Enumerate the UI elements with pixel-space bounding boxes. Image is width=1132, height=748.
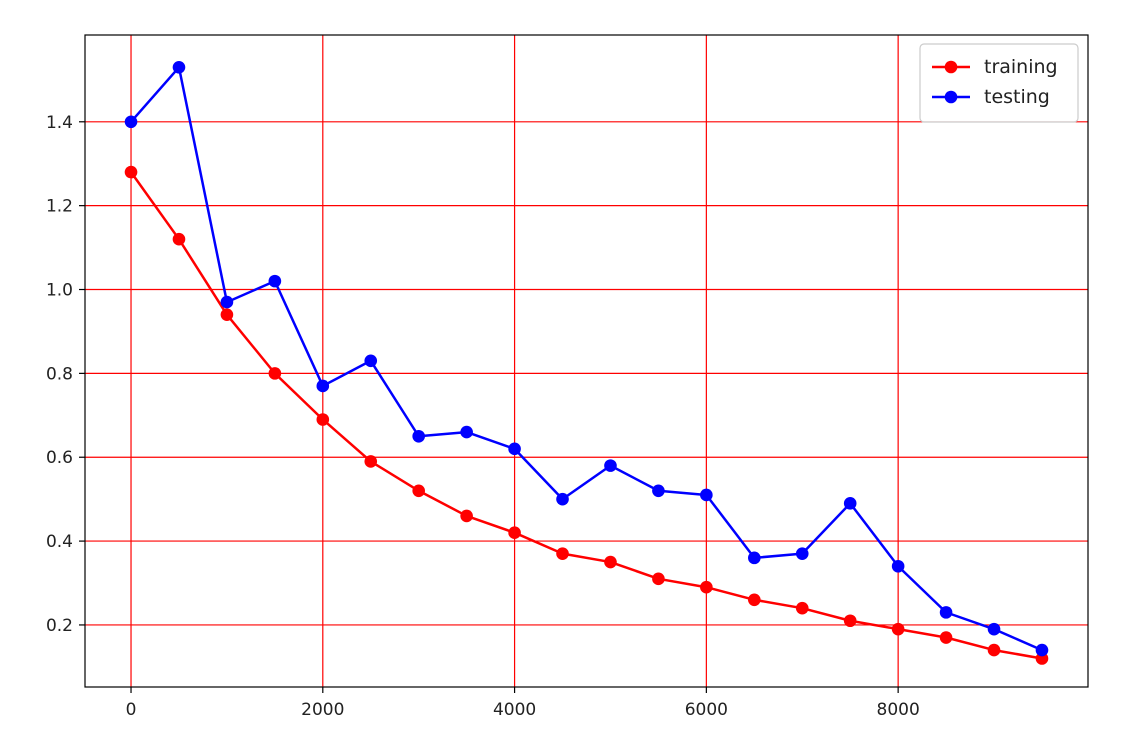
legend-marker: [944, 60, 958, 74]
series-line: [130, 66, 1043, 652]
legend-label: training: [984, 56, 1058, 78]
data-point: [652, 484, 665, 498]
data-point: [364, 354, 378, 368]
data-point: [700, 580, 713, 594]
plot-frame: [84, 34, 1089, 688]
data-point: [748, 551, 761, 565]
legend-item-training: training: [932, 56, 1058, 78]
y-tick-label: 0.8: [46, 364, 73, 384]
data-point: [460, 425, 473, 439]
legend-box: [919, 43, 1079, 123]
data-point: [316, 413, 330, 426]
data-point: [124, 165, 138, 179]
data-point: [316, 379, 330, 393]
data-point: [891, 559, 905, 573]
data-point: [604, 555, 617, 569]
data-point: [987, 622, 1001, 636]
data-point: [220, 308, 234, 321]
data-point: [268, 367, 282, 380]
data-point: [412, 429, 425, 443]
data-point: [508, 526, 521, 540]
grid: [85, 35, 1088, 687]
data-point: [843, 497, 857, 510]
data-point: [652, 572, 665, 586]
y-tick-label: 0.2: [46, 616, 73, 636]
data-point: [412, 484, 425, 498]
data-point: [172, 60, 186, 74]
x-tick-label: 2000: [301, 700, 344, 720]
data-point: [364, 455, 378, 468]
series-testing: [124, 60, 1049, 657]
y-tick-label: 1.0: [46, 281, 73, 301]
data-point: [508, 442, 521, 456]
data-point: [604, 459, 617, 472]
legend: training testing: [919, 43, 1079, 123]
legend-label: testing: [984, 86, 1050, 108]
y-tick-label: 0.6: [46, 448, 73, 468]
data-point: [795, 601, 809, 615]
data-point: [220, 295, 234, 309]
data-point: [556, 547, 569, 560]
data-point: [700, 488, 713, 502]
legend-item-testing: testing: [932, 86, 1050, 108]
series-group: [124, 60, 1049, 665]
data-point: [556, 492, 569, 506]
y-tick-label: 1.2: [46, 197, 73, 217]
series-line: [130, 171, 1043, 660]
data-point: [891, 622, 905, 636]
data-point: [124, 115, 138, 129]
x-tick-label: 8000: [877, 700, 920, 720]
data-point: [843, 614, 857, 628]
series-training: [124, 165, 1049, 665]
data-point: [748, 593, 761, 607]
data-point: [795, 547, 809, 560]
data-point: [939, 606, 953, 619]
data-point: [1035, 643, 1049, 657]
legend-marker: [944, 90, 958, 104]
data-point: [939, 631, 953, 644]
data-point: [268, 274, 282, 288]
data-point: [987, 643, 1001, 657]
y-tick-label: 0.4: [46, 532, 73, 552]
y-tick-label: 1.4: [46, 113, 73, 133]
x-tick-label: 0: [126, 700, 137, 720]
x-tick-label: 4000: [493, 700, 536, 720]
data-point: [172, 232, 186, 246]
data-point: [460, 509, 473, 523]
axis-ticks: 0 2000 4000 6000 8000 0.2 0.4 0.6 0.8 1.0 1.2 1.4: [46, 113, 920, 720]
x-tick-label: 6000: [685, 700, 728, 720]
